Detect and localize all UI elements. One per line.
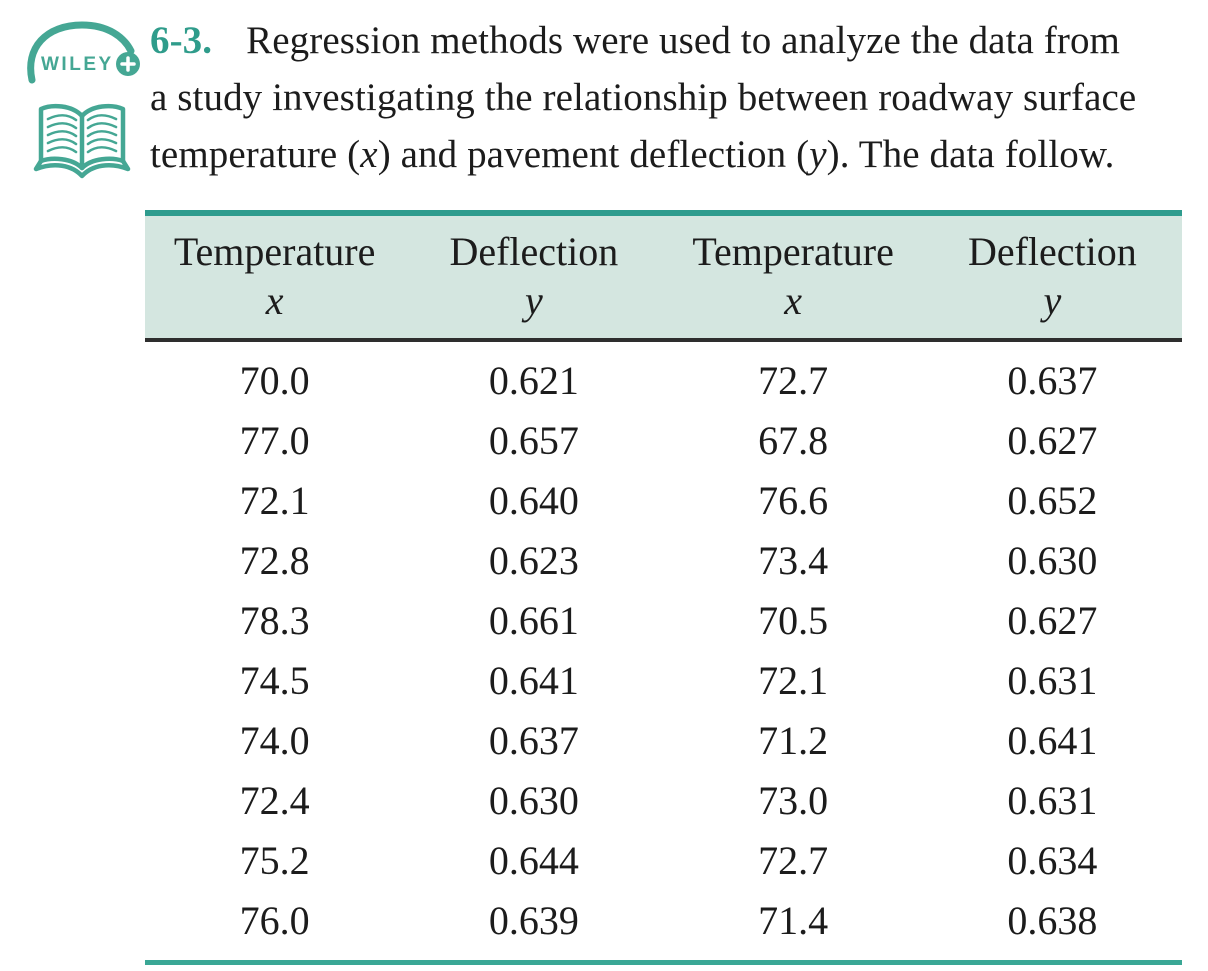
- header-deflection-1: Deflection y: [404, 216, 664, 342]
- table-cell: 74.5: [239, 657, 310, 703]
- table-cell: 0.637: [1007, 357, 1098, 403]
- problem-statement: 6-3. Regression methods were used to anal…: [150, 12, 1208, 183]
- table-row: 74.5 0.641 72.1 0.631: [145, 650, 1182, 710]
- header-row: Temperature x Deflection y Temperature x…: [145, 216, 1182, 342]
- table-cell: 0.627: [1007, 597, 1098, 643]
- table-cell: 0.644: [488, 837, 579, 883]
- table-cell: 0.638: [1007, 897, 1098, 943]
- table-cell: 0.661: [488, 597, 579, 643]
- table-cell: 78.3: [239, 597, 310, 643]
- table-body: 70.0 0.621 72.7 0.637 77.0 0.657 67.8 0.…: [145, 340, 1182, 960]
- table-row: 76.0 0.639 71.4 0.638: [145, 890, 1182, 960]
- table-cell: 0.627: [1007, 417, 1098, 463]
- header-temperature-2: Temperature x: [663, 216, 923, 342]
- table-cell: 73.0: [758, 777, 829, 823]
- open-book-icon: [33, 103, 131, 179]
- table-row: 72.1 0.640 76.6 0.652: [145, 470, 1182, 530]
- problem-line-2: a study investigating the relationship b…: [150, 76, 1137, 119]
- table-cell: 0.634: [1007, 837, 1098, 883]
- data-table: Temperature x Deflection y Temperature x…: [145, 210, 1182, 965]
- problem-line-1: 6-3. Regression methods were used to anal…: [150, 12, 1208, 69]
- table-header: Temperature x Deflection y Temperature x…: [145, 216, 1182, 342]
- table-cell: 0.631: [1007, 777, 1098, 823]
- table-cell: 74.0: [239, 717, 310, 763]
- table-cell: 72.4: [239, 777, 310, 823]
- table-cell: 67.8: [758, 417, 829, 463]
- table-cell: 76.6: [758, 477, 829, 523]
- table-cell: 72.7: [758, 837, 829, 883]
- table-row: 77.0 0.657 67.8 0.627: [145, 410, 1182, 470]
- table-cell: 0.621: [488, 357, 579, 403]
- variable-x: x: [360, 133, 378, 176]
- table-cell: 0.639: [488, 897, 579, 943]
- table-cell: 0.641: [1007, 717, 1098, 763]
- table-row: 74.0 0.637 71.2 0.641: [145, 710, 1182, 770]
- wiley-wordmark: WILEY: [41, 54, 114, 75]
- problem-line-3: temperature (x) and pavement deflection …: [150, 133, 1115, 176]
- margin-icons: WILEY: [24, 18, 146, 188]
- table-cell: 72.7: [758, 357, 829, 403]
- table-cell: 70.5: [758, 597, 829, 643]
- table-row: 70.0 0.621 72.7 0.637: [145, 340, 1182, 410]
- table-cell: 0.641: [488, 657, 579, 703]
- table-row: 78.3 0.661 70.5 0.627: [145, 590, 1182, 650]
- table-cell: 73.4: [758, 537, 829, 583]
- table-cell: 0.630: [488, 777, 579, 823]
- table-cell: 76.0: [239, 897, 310, 943]
- table-cell: 0.637: [488, 717, 579, 763]
- table-cell: 0.630: [1007, 537, 1098, 583]
- table-cell: 0.623: [488, 537, 579, 583]
- table-cell: 72.1: [239, 477, 310, 523]
- table-cell: 0.640: [488, 477, 579, 523]
- table-cell: 70.0: [239, 357, 310, 403]
- table-cell: 72.8: [239, 537, 310, 583]
- table-cell: 0.652: [1007, 477, 1098, 523]
- table-cell: 0.631: [1007, 657, 1098, 703]
- table-cell: 71.4: [758, 897, 829, 943]
- table-cell: 71.2: [758, 717, 829, 763]
- header-deflection-2: Deflection y: [922, 216, 1182, 342]
- variable-y: y: [809, 133, 827, 176]
- table-row: 72.8 0.623 73.4 0.630: [145, 530, 1182, 590]
- logo-swoosh: [27, 21, 135, 84]
- table-row: 72.4 0.630 73.0 0.631: [145, 770, 1182, 830]
- book-base: [33, 158, 131, 179]
- table-cell: 75.2: [239, 837, 310, 883]
- problem-text: Regression methods were used to analyze …: [246, 19, 1120, 62]
- page-lines: [46, 114, 118, 154]
- table-cell: 72.1: [758, 657, 829, 703]
- table-cell: 0.657: [488, 417, 579, 463]
- table-row: 75.2 0.644 72.7 0.634: [145, 830, 1182, 890]
- plus-icon: [120, 56, 136, 72]
- wiley-plus-logo: WILEY: [27, 21, 140, 84]
- problem-number: 6-3.: [150, 19, 213, 62]
- header-temperature-1: Temperature x: [145, 216, 405, 342]
- table-cell: 77.0: [239, 417, 310, 463]
